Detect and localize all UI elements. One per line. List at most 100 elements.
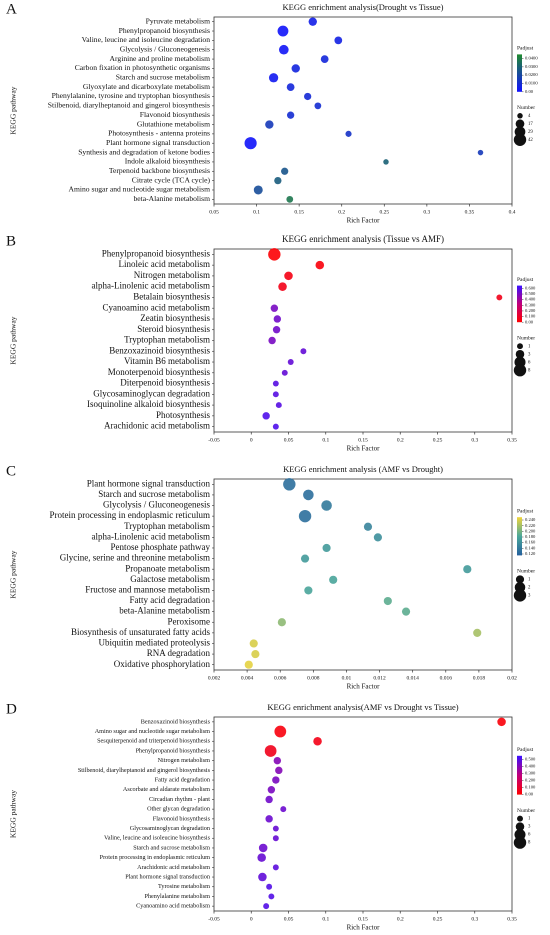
y-tick-label: Stilbenoid, diarylheptanoid and gingerol… xyxy=(78,767,211,774)
y-axis-label: KEGG pathway xyxy=(9,550,18,598)
x-tick-label: 0.2 xyxy=(397,437,404,443)
x-tick-label: 0.05 xyxy=(284,437,294,443)
bubble xyxy=(272,776,280,784)
x-tick-label: 0.1 xyxy=(322,437,329,443)
bubble xyxy=(266,883,273,890)
x-tick-label: 0.016 xyxy=(440,675,453,681)
chart-title: KEGG enrichment analysis (AMF vs Drought… xyxy=(283,464,443,474)
bubble xyxy=(497,717,506,727)
bubble xyxy=(303,489,314,501)
y-tick-label: Amino sugar and nucleotide sugar metabol… xyxy=(68,185,210,194)
y-tick-label: Other glycan degradation xyxy=(147,806,210,813)
colorbar-tick-label: 0.300 xyxy=(525,302,536,307)
size-legend-title: Number xyxy=(517,105,535,111)
x-tick-label: 0.3 xyxy=(471,437,478,443)
y-tick-label: Oxidative phosphorylation xyxy=(114,659,211,669)
bubble xyxy=(281,167,289,175)
bubble xyxy=(314,102,322,110)
bubble xyxy=(383,596,392,606)
bubble xyxy=(268,336,276,345)
bubble xyxy=(373,533,382,542)
x-axis-label: Rich Factor xyxy=(347,683,381,691)
y-tick-label: Pyruvate metabolism xyxy=(146,16,210,25)
bubble xyxy=(322,543,331,553)
chart-title: KEGG enrichment analysis(AMF vs Drought … xyxy=(267,702,458,712)
colorbar-tick-label: 0.160 xyxy=(525,540,536,545)
size-legend-title: Number xyxy=(517,335,535,341)
chart-title: KEGG enrichment analysis (Tissue vs AMF) xyxy=(282,234,444,244)
bubble xyxy=(286,111,295,119)
y-tick-label: Zeatin biosynthesis xyxy=(140,313,210,323)
x-tick-label: 0.35 xyxy=(465,209,475,215)
y-tick-label: beta-Alanine metabolism xyxy=(119,606,210,616)
y-tick-label: Citrate cycle (TCA cycle) xyxy=(132,175,211,184)
y-tick-label: Cyanoamino acid metabolism xyxy=(103,302,210,312)
y-tick-label: Isoquinoline alkaloid biosynthesis xyxy=(87,399,210,409)
bubble xyxy=(258,872,267,882)
x-tick-label: 0.018 xyxy=(473,675,486,681)
size-legend-title: Number xyxy=(517,808,535,814)
bubble xyxy=(287,359,294,365)
size-legend-label: 2 xyxy=(528,585,531,590)
bubble xyxy=(268,893,275,900)
size-legend-marker xyxy=(517,815,523,822)
size-legend-marker xyxy=(517,343,523,350)
y-tick-label: Nitrogen metabolism xyxy=(134,270,210,280)
colorbar-tick-label: 0.0400 xyxy=(525,56,538,61)
y-tick-label: Plant hormone signal transduction xyxy=(125,873,210,880)
bubble xyxy=(320,55,329,63)
bubble xyxy=(278,44,289,55)
colorbar-tick-label: 0.200 xyxy=(525,308,536,313)
bubble xyxy=(473,628,482,637)
bubble xyxy=(315,260,325,270)
size-legend-marker xyxy=(515,119,525,129)
y-tick-label: Glycine, serine and threonine metabolism xyxy=(60,553,210,563)
x-tick-label: 0.006 xyxy=(274,675,287,681)
bubble xyxy=(267,786,276,794)
x-axis-label: Rich Factor xyxy=(347,217,381,225)
y-tick-label: Glyoxylate and dicarboxylate metabolism xyxy=(83,82,210,91)
y-tick-label: Protein processing in endoplasmic reticu… xyxy=(100,854,211,861)
y-tick-label: Photosynthesis xyxy=(156,410,211,420)
x-tick-label: 0.35 xyxy=(507,437,517,443)
bubble xyxy=(273,756,282,765)
bubble xyxy=(477,149,484,156)
bubble xyxy=(265,795,273,804)
bubble xyxy=(313,736,322,746)
colorbar-tick-label: 0.400 xyxy=(525,297,536,302)
bubble xyxy=(268,248,281,261)
bubble xyxy=(304,92,312,101)
x-tick-label: 0 xyxy=(250,916,253,922)
y-tick-label: Glycolysis / Gluconeogenesis xyxy=(120,44,210,53)
size-legend-label: 42 xyxy=(528,138,533,143)
y-tick-label: RNA degradation xyxy=(147,648,211,658)
bubble xyxy=(264,745,277,757)
x-tick-label: 0.3 xyxy=(423,209,430,215)
y-tick-label: Flavonoid biosynthesis xyxy=(153,815,211,822)
size-legend-label: 6 xyxy=(528,833,531,838)
colorbar-tick-label: 0.00 xyxy=(525,319,534,324)
bubble xyxy=(258,843,268,853)
bubble xyxy=(284,271,293,281)
bubble xyxy=(321,500,332,511)
y-tick-label: Tyrosine metabolism xyxy=(158,883,210,890)
x-axis-label: Rich Factor xyxy=(347,445,381,453)
y-tick-label: Propanoate metabolism xyxy=(125,563,210,573)
x-tick-label: 0.15 xyxy=(358,916,368,922)
x-tick-label: 0.3 xyxy=(471,916,478,922)
bubble xyxy=(275,402,282,409)
size-legend-label: 3 xyxy=(528,825,531,830)
bubble xyxy=(265,120,274,129)
bubble xyxy=(274,176,282,185)
y-tick-label: Circadian rhythm - plant xyxy=(149,796,210,803)
size-legend-label: 6 xyxy=(528,360,531,365)
colorbar-tick-label: 0.120 xyxy=(525,551,536,556)
size-legend-marker xyxy=(515,349,525,359)
bubble xyxy=(300,554,310,563)
y-tick-label: Ascorbate and aldarate metabolism xyxy=(123,786,210,793)
bubble xyxy=(334,36,343,45)
bubble xyxy=(281,369,288,376)
colorbar-tick-label: 0.400 xyxy=(525,763,536,768)
x-tick-label: 0.02 xyxy=(507,675,517,681)
y-tick-label: Ubiquitin mediated proteolysis xyxy=(99,638,211,648)
